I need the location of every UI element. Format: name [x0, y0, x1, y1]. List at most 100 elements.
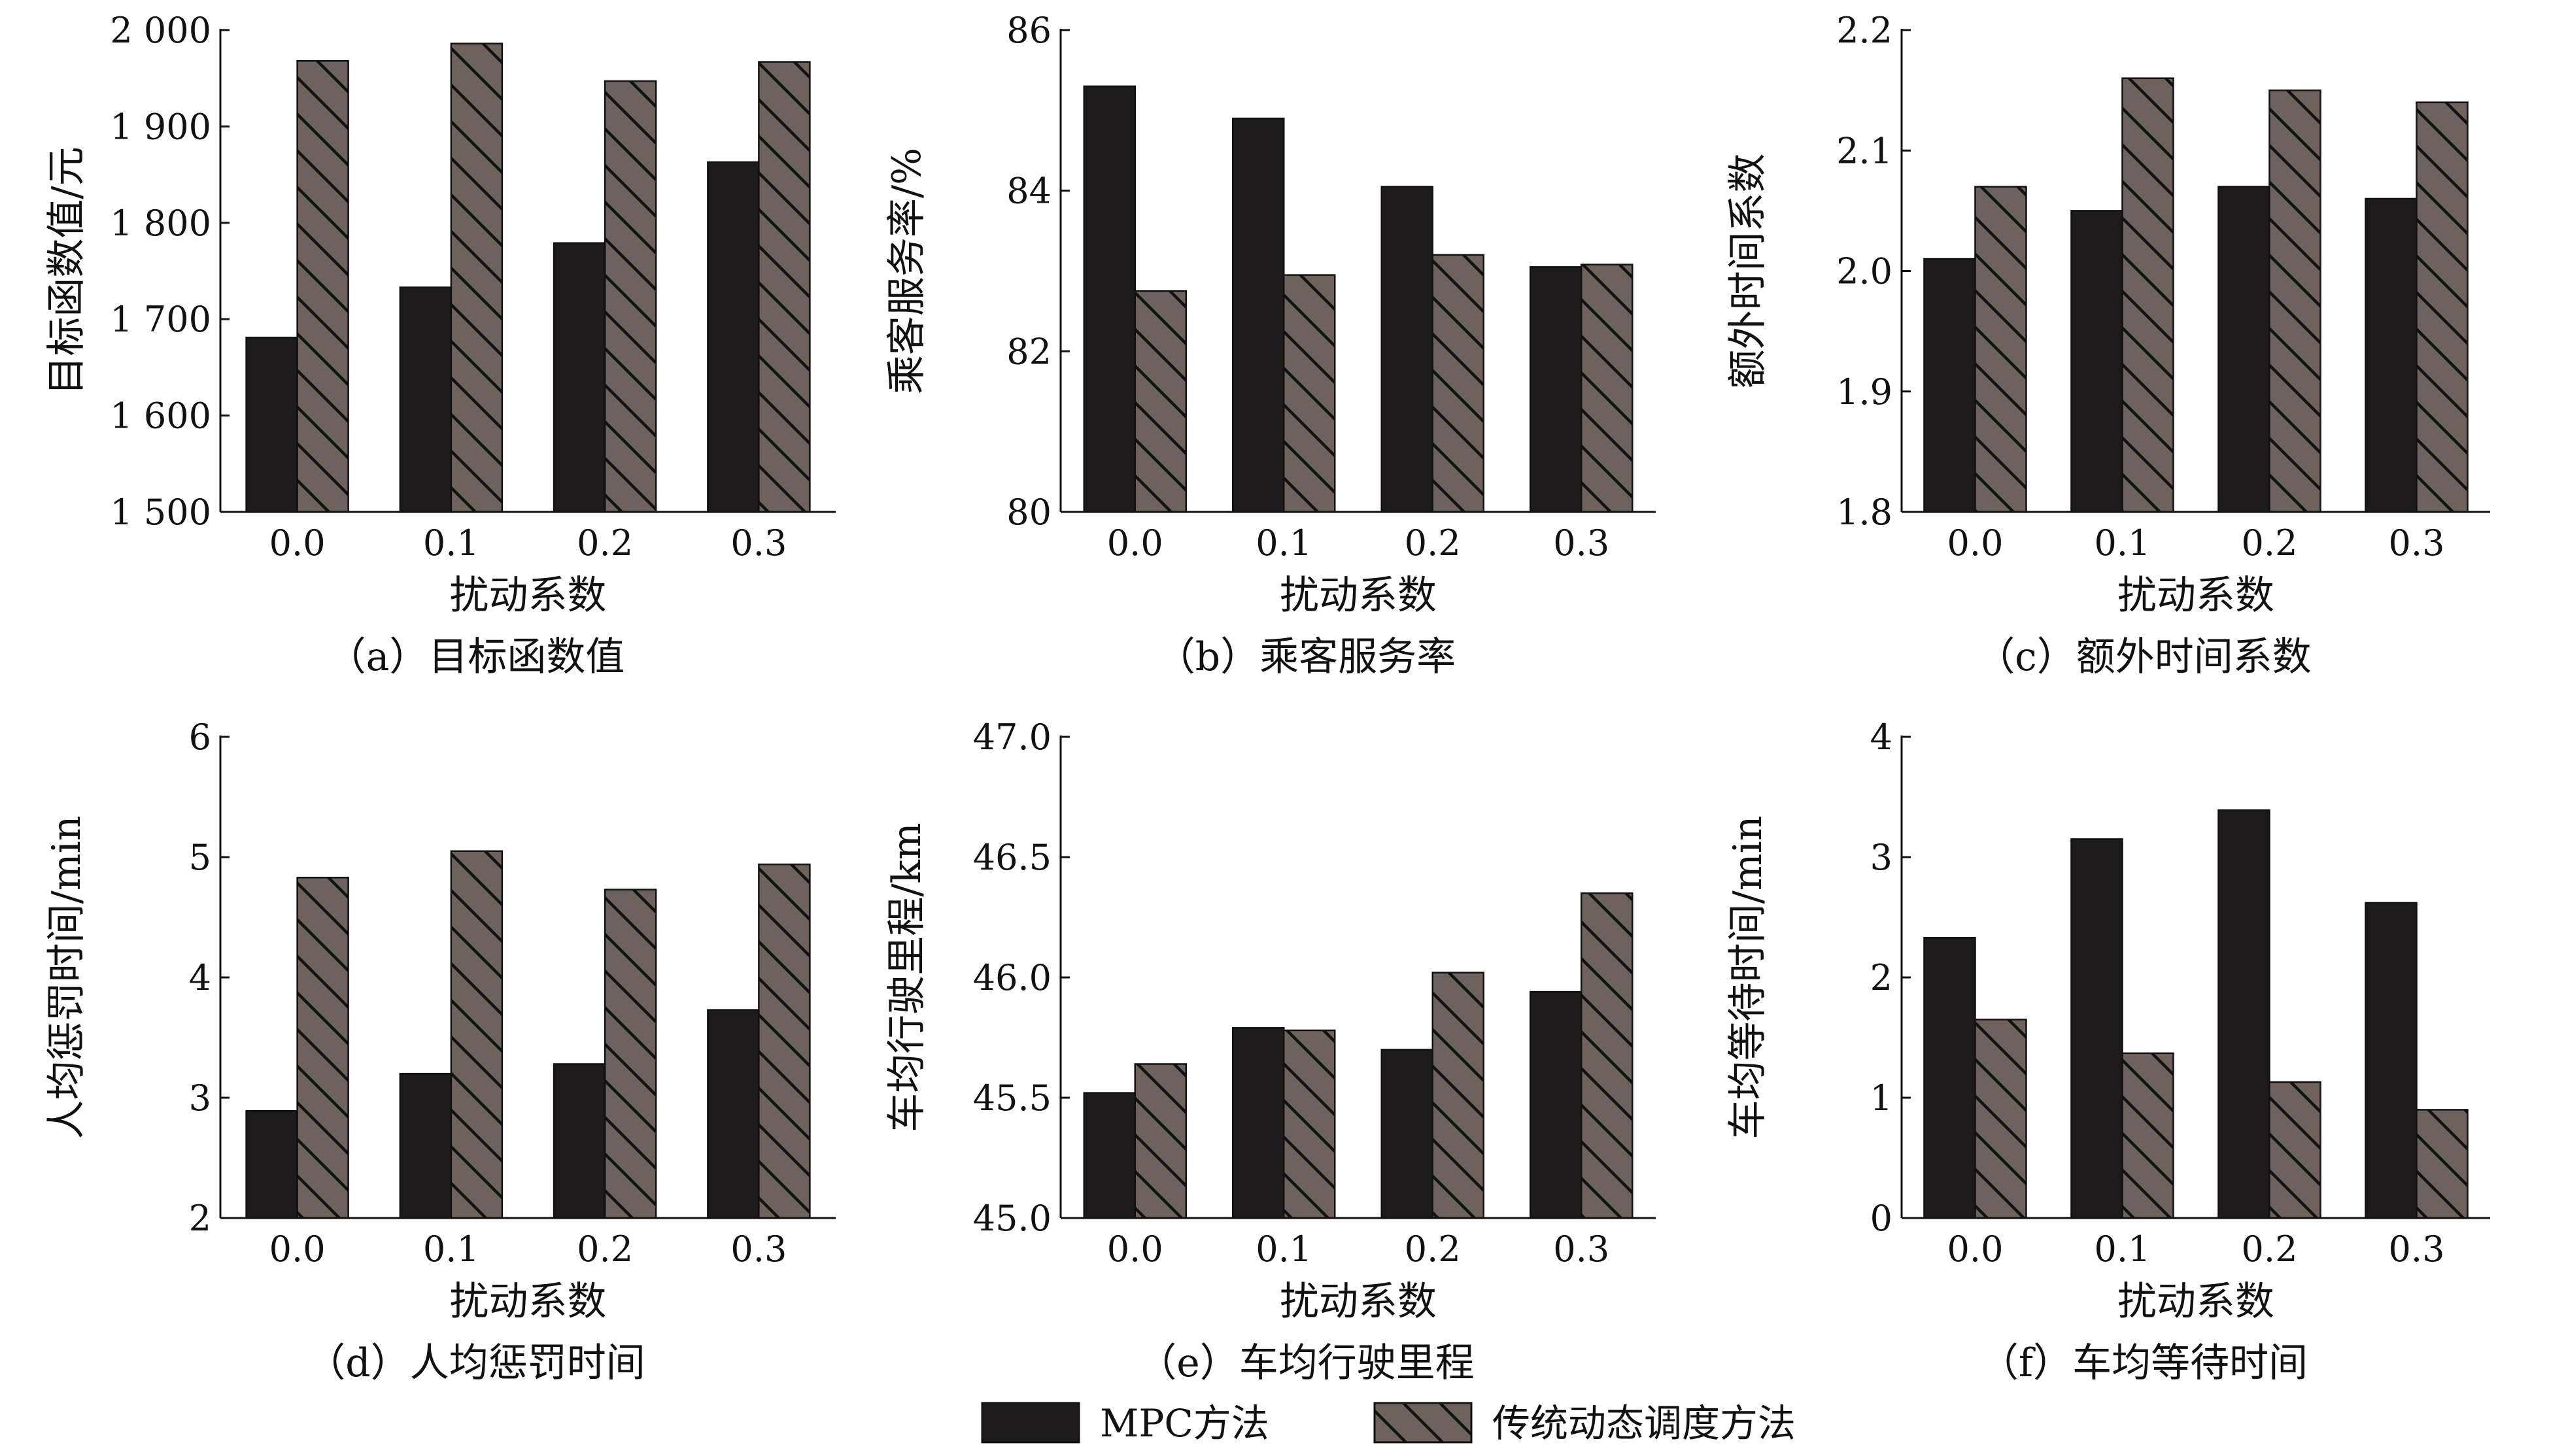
chart-panel-e: 45.0 45.5 46.0 46.5 47.0 0.0 0.1 0.2 0.3 扰动系数 车均行驶…	[884, 717, 1656, 1386]
bar-mpc-0.0	[245, 336, 298, 513]
bar-mpc-0.1	[1232, 117, 1285, 513]
x-axis-label: 扰动系数	[450, 1279, 607, 1325]
y-axis-label: 乘客服务率/%	[884, 148, 930, 394]
bar-traditional-0.3	[1581, 892, 1634, 1219]
bar-mpc-0.2	[553, 242, 606, 513]
x-tick-label: 0.2	[1405, 522, 1461, 564]
panel-caption: （d）人均惩罚时间	[306, 1340, 645, 1386]
y-axis-label: 车均等待时间/min	[1725, 816, 1771, 1140]
y-tick-label: 6	[189, 717, 211, 758]
legend-swatch-mpc	[981, 1402, 1080, 1444]
y-tick-label: 84	[1006, 171, 1052, 212]
bar-traditional-0.2	[604, 889, 657, 1219]
x-axis-label: 扰动系数	[2117, 1279, 2274, 1325]
bar-mpc-0.2	[2217, 186, 2270, 513]
y-tick-label: 46.0	[973, 957, 1052, 998]
x-tick-label: 0.0	[1107, 1228, 1163, 1270]
chart-panel-b: 80 82 84 86 0.0 0.1 0.2 0.3 扰动系数 乘客服务率/% （b）乘客服务率	[884, 10, 1656, 680]
bar-mpc-0.1	[2070, 838, 2123, 1219]
bar-traditional-0.3	[2416, 1109, 2469, 1219]
bar-mpc-0.3	[2365, 197, 2418, 513]
y-axis-label: 车均行驶里程/km	[884, 822, 930, 1132]
y-tick-label: 4	[189, 957, 211, 998]
bar-mpc-0.1	[1232, 1027, 1285, 1219]
bar-mpc-0.0	[1923, 258, 1976, 513]
x-tick-label: 0.1	[1256, 522, 1312, 564]
bar-traditional-0.1	[450, 850, 504, 1219]
bar-mpc-0.2	[1380, 186, 1433, 513]
bar-traditional-0.2	[2268, 89, 2321, 513]
x-tick-label: 0.2	[2242, 1228, 2298, 1270]
panel-caption: （c）额外时间系数	[1976, 634, 2312, 680]
x-tick-label: 0.3	[2389, 522, 2445, 564]
bar-traditional-0.0	[1974, 186, 2027, 513]
bar-traditional-0.1	[2121, 1052, 2174, 1219]
bar-traditional-0.0	[1134, 1063, 1187, 1219]
bar-traditional-0.1	[450, 42, 504, 513]
bar-mpc-0.3	[1530, 990, 1582, 1219]
bar-traditional-0.3	[2416, 101, 2469, 513]
chart-panel-c: 1.8 1.9 2.0 2.1 2.2 0.0 0.1 0.2 0.3 扰动系数 额外时间系数 （c）…	[1725, 10, 2490, 680]
bar-traditional-0.0	[296, 877, 349, 1219]
bar-traditional-0.2	[2268, 1081, 2321, 1219]
bar-mpc-0.3	[707, 161, 760, 513]
y-tick-label: 46.5	[973, 837, 1052, 878]
y-tick-label: 1 700	[110, 299, 211, 340]
y-tick-label: 80	[1006, 492, 1052, 533]
y-tick-label: 1 800	[110, 203, 211, 244]
panel-caption: （a）目标函数值	[327, 634, 625, 680]
bar-mpc-0.1	[399, 1072, 453, 1219]
x-tick-label: 0.3	[2389, 1228, 2445, 1270]
bar-mpc-0.2	[1380, 1049, 1433, 1219]
bar-mpc-0.3	[2365, 902, 2418, 1219]
x-axis-label: 扰动系数	[450, 573, 607, 618]
x-tick-label: 0.1	[2095, 1228, 2151, 1270]
chart-panel-f: 0 1 2 3 4 0.0 0.1 0.2 0.3 扰动系数 车均等待时间/min （f）车均等待时间	[1725, 717, 2490, 1386]
x-axis-label: 扰动系数	[1280, 1279, 1437, 1325]
y-axis-label: 目标函数值/元	[44, 146, 90, 395]
bar-traditional-0.3	[1581, 263, 1634, 513]
x-tick-label: 0.0	[269, 1228, 326, 1270]
bar-mpc-0.1	[399, 286, 453, 513]
bar-mpc-0.0	[245, 1109, 298, 1219]
bar-traditional-0.0	[1134, 290, 1187, 513]
bar-mpc-0.0	[1923, 937, 1976, 1219]
x-tick-label: 0.3	[730, 1228, 787, 1270]
x-tick-label: 0.3	[1553, 522, 1609, 564]
y-tick-label: 2 000	[110, 10, 211, 51]
bar-traditional-0.2	[1431, 972, 1484, 1219]
chart-panel-a: 1 500 1 600 1 700 1 800 1 900 2 000 0.0 0.1 0.2 0…	[44, 10, 836, 680]
x-tick-label: 0.1	[423, 522, 479, 564]
chart-panel-d: 2 3 4 5 6 0.0 0.1 0.2 0.3 扰动系数 人均惩罚时间/min （d）人均惩罚时间	[44, 717, 836, 1386]
bar-traditional-0.1	[1283, 274, 1336, 513]
x-tick-label: 0.2	[577, 1228, 633, 1270]
y-tick-label: 2	[189, 1198, 211, 1239]
y-tick-label: 45.5	[973, 1077, 1052, 1119]
x-tick-label: 0.1	[423, 1228, 479, 1270]
bar-mpc-0.3	[707, 1009, 760, 1219]
bar-mpc-0.2	[2217, 809, 2270, 1219]
x-tick-label: 0.3	[730, 522, 787, 564]
legend-label-mpc: MPC方法	[1100, 1401, 1269, 1446]
y-tick-label: 82	[1006, 331, 1052, 372]
y-tick-label: 2.0	[1836, 251, 1892, 292]
y-axis-label: 额外时间系数	[1725, 154, 1771, 389]
bar-mpc-0.3	[1530, 266, 1582, 513]
bar-mpc-0.0	[1083, 85, 1136, 513]
y-tick-label: 86	[1006, 10, 1052, 51]
y-tick-label: 1 600	[110, 396, 211, 437]
y-tick-label: 1 900	[110, 106, 211, 147]
legend: MPC方法 传统动态调度方法	[981, 1401, 1796, 1446]
y-tick-label: 0	[1870, 1198, 1892, 1239]
bar-traditional-0.3	[758, 61, 811, 513]
x-tick-label: 0.2	[1405, 1228, 1461, 1270]
panel-caption: （b）乘客服务率	[1156, 634, 1456, 680]
bar-traditional-0.2	[604, 80, 657, 513]
x-tick-label: 0.0	[269, 522, 326, 564]
bar-traditional-0.1	[1283, 1029, 1336, 1219]
x-tick-label: 0.1	[1256, 1228, 1312, 1270]
bar-traditional-0.1	[2121, 77, 2174, 513]
bar-mpc-0.1	[2070, 210, 2123, 513]
